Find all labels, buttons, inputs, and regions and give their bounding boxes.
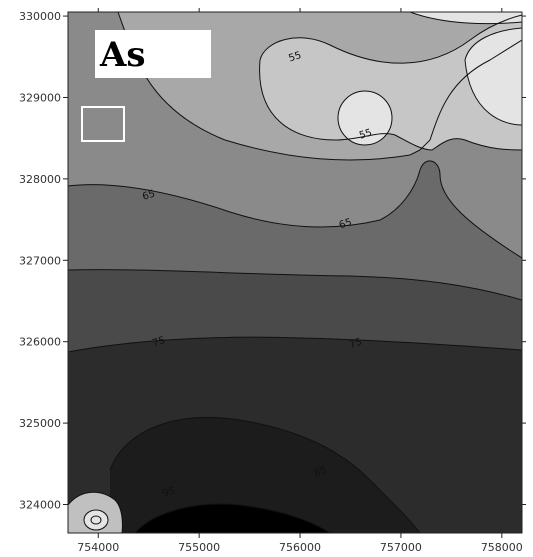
- y-tick-label: 328000: [19, 173, 61, 186]
- contour-label: 55: [287, 50, 303, 64]
- title-background: [95, 30, 211, 78]
- contour-labels: 55 55 65 65 75 75 85 95: [141, 50, 373, 500]
- contour-label: 75: [348, 337, 364, 351]
- contour-line-upper-right: [464, 27, 522, 126]
- contour-line-75: [68, 269, 522, 301]
- contour-label: 65: [338, 217, 354, 231]
- y-tick-label: 326000: [19, 336, 61, 349]
- x-axis: 754000 755000 756000 757000 758000: [77, 8, 523, 554]
- contour-band-top-light: [259, 15, 522, 150]
- contour-label: 75: [151, 335, 167, 349]
- contour-label: 85: [313, 465, 329, 479]
- contour-line-55-upper: [117, 12, 522, 161]
- chart-title: As: [99, 35, 146, 75]
- x-tick-label: 758000: [481, 541, 523, 554]
- contour-band-top-right-corner: [410, 12, 522, 24]
- contour-line-small-circle: [337, 90, 393, 146]
- plot-area: 55 55 65 65 75 75 85 95: [68, 12, 522, 533]
- contour-label: 95: [161, 486, 177, 500]
- contour-band-small-circle: [338, 91, 392, 145]
- title-box: As: [95, 30, 211, 78]
- y-tick-label: 325000: [19, 417, 61, 430]
- contour-line-bottom-left-inner: [83, 509, 109, 531]
- y-tick-label: 324000: [19, 499, 61, 512]
- contour-line-bottom-left-spot: [68, 491, 123, 533]
- contour-line-85: [68, 336, 522, 353]
- contour-label: 65: [141, 188, 157, 202]
- contour-band-bottom-left-spot-inner: [84, 510, 108, 530]
- contour-line-55-top-lower: [259, 59, 522, 151]
- contour-band-95: [110, 417, 420, 533]
- contour-line-top-right-corner: [409, 12, 522, 25]
- x-tick-label: 756000: [279, 541, 321, 554]
- contour-line-65: [68, 160, 522, 259]
- contour-label: 55: [358, 127, 374, 141]
- y-tick-label: 329000: [19, 91, 61, 104]
- x-tick-label: 755000: [178, 541, 220, 554]
- marker-rectangle: [81, 106, 125, 142]
- plot-frame: [67, 11, 523, 534]
- contour-line-bottom-left-innermost: [90, 515, 102, 525]
- y-tick-label: 330000: [19, 10, 61, 23]
- y-axis: 324000 325000 326000 327000 328000 329000 3300…: [19, 10, 526, 512]
- contour-line-55-top: [259, 14, 522, 64]
- x-tick-label: 757000: [380, 541, 422, 554]
- contour-line-95: [109, 416, 421, 533]
- contour-band-upper-right-lightest: [465, 28, 522, 125]
- x-tick-label: 754000: [77, 541, 119, 554]
- contour-line-darkest: [134, 503, 331, 533]
- y-tick-label: 327000: [19, 254, 61, 267]
- contour-band-darkest: [135, 504, 330, 533]
